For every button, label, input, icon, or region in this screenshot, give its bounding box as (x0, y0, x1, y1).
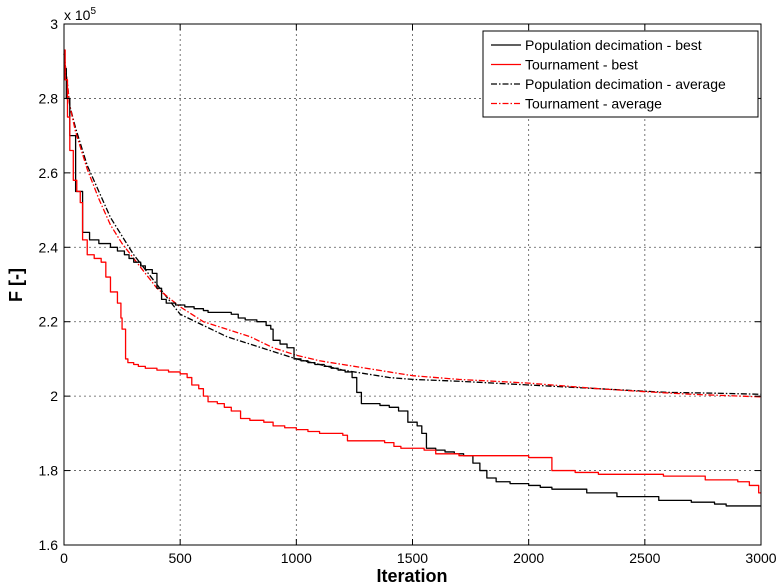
y-tick-label: 3 (50, 16, 58, 32)
x-tick-label: 1000 (281, 550, 312, 566)
x-axis-label: Iteration (376, 566, 447, 586)
x-tick-label: 3000 (745, 550, 776, 566)
y-tick-label: 2.6 (39, 165, 59, 181)
y-tick-label: 2.8 (39, 90, 59, 106)
x-ticks: 0 500 1000 1500 2000 2500 3000 (60, 24, 777, 566)
y-exponent-label: x 105 (64, 6, 96, 23)
series-line-3 (63, 53, 762, 398)
legend-entry: Tournament - best (525, 57, 638, 73)
x-tick-label: 1500 (397, 550, 428, 566)
series-line-2 (63, 53, 762, 395)
x-tick-label: 2500 (629, 550, 660, 566)
series-layer (63, 49, 762, 507)
legend-box (482, 30, 759, 118)
legend-entry: Population decimation - average (525, 76, 726, 92)
legend: Population decimation - best Tournament -… (482, 30, 759, 118)
legend-entry: Population decimation - best (525, 37, 702, 53)
series-line-0 (64, 68, 761, 507)
x-tick-label: 500 (168, 550, 192, 566)
y-tick-label: 2.2 (39, 314, 59, 330)
x-tick-label: 2000 (513, 550, 544, 566)
x-tick-label: 0 (60, 550, 68, 566)
y-ticks: 1.6 1.8 2 2.2 2.4 2.6 2.8 3 (39, 16, 761, 553)
y-tick-label: 2 (50, 388, 58, 404)
y-axis-label: F [-] (6, 268, 26, 302)
series-line-1 (64, 49, 761, 494)
legend-entry: Tournament - average (525, 96, 662, 112)
y-exponent-power: 5 (90, 6, 96, 17)
y-tick-label: 2.4 (39, 239, 59, 255)
y-tick-label: 1.8 (39, 463, 59, 479)
y-tick-label: 1.6 (39, 537, 59, 553)
